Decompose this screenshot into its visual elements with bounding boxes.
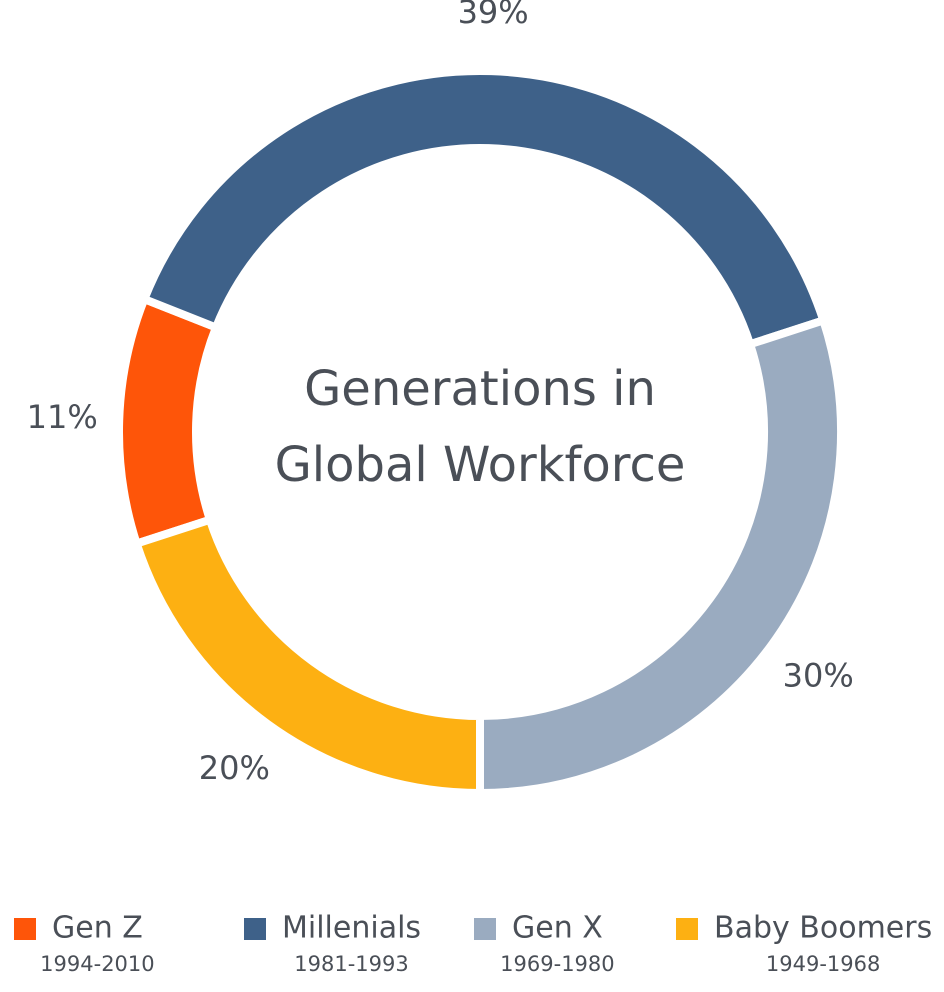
legend-swatch <box>244 918 266 940</box>
chart-title: Global Workforce <box>275 437 686 493</box>
legend-swatch <box>474 918 496 940</box>
legend-label: Baby Boomers <box>714 911 932 946</box>
value-label: 20% <box>199 749 270 787</box>
chart-title: Generations in <box>304 361 656 417</box>
legend-label: Gen Z <box>52 911 143 946</box>
value-label: 11% <box>27 398 98 436</box>
legend-swatch <box>676 918 698 940</box>
legend-label: Millenials <box>282 911 421 946</box>
donut-segment <box>139 67 829 350</box>
legend-years: 1949-1968 <box>766 952 880 976</box>
legend-years: 1981-1993 <box>294 952 408 976</box>
donut-segment <box>115 293 222 549</box>
legend-swatch <box>14 918 36 940</box>
legend-label: Gen X <box>512 911 603 946</box>
donut-segment <box>131 514 484 798</box>
value-label: 39% <box>458 0 529 31</box>
legend-years: 1994-2010 <box>40 952 154 976</box>
value-label: 30% <box>783 657 854 695</box>
legend-years: 1969-1980 <box>500 952 614 976</box>
